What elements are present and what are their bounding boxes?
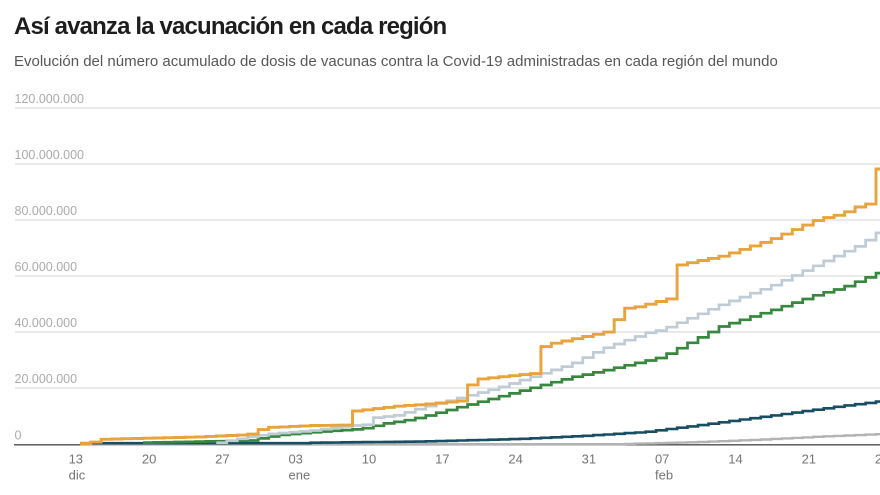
svg-text:80.000.000: 80.000.000 (15, 204, 78, 218)
svg-text:07: 07 (655, 452, 669, 467)
svg-text:20.000.000: 20.000.000 (15, 372, 78, 386)
svg-text:10: 10 (362, 452, 376, 467)
svg-text:14: 14 (728, 452, 742, 467)
svg-text:20: 20 (142, 452, 156, 467)
svg-text:27: 27 (215, 452, 229, 467)
svg-text:28: 28 (875, 452, 880, 467)
svg-text:dic: dic (69, 468, 86, 483)
svg-text:31: 31 (582, 452, 596, 467)
svg-text:40.000.000: 40.000.000 (15, 316, 78, 330)
svg-text:60.000.000: 60.000.000 (15, 260, 78, 274)
svg-text:03: 03 (288, 452, 302, 467)
svg-text:feb: feb (655, 468, 673, 483)
svg-text:100.000.000: 100.000.000 (15, 148, 85, 162)
svg-text:120.000.000: 120.000.000 (15, 92, 85, 106)
svg-text:ene: ene (289, 468, 311, 483)
svg-text:17: 17 (435, 452, 449, 467)
svg-text:13: 13 (69, 452, 83, 467)
svg-text:0: 0 (15, 429, 22, 443)
svg-text:24: 24 (508, 452, 522, 467)
svg-text:21: 21 (802, 452, 816, 467)
